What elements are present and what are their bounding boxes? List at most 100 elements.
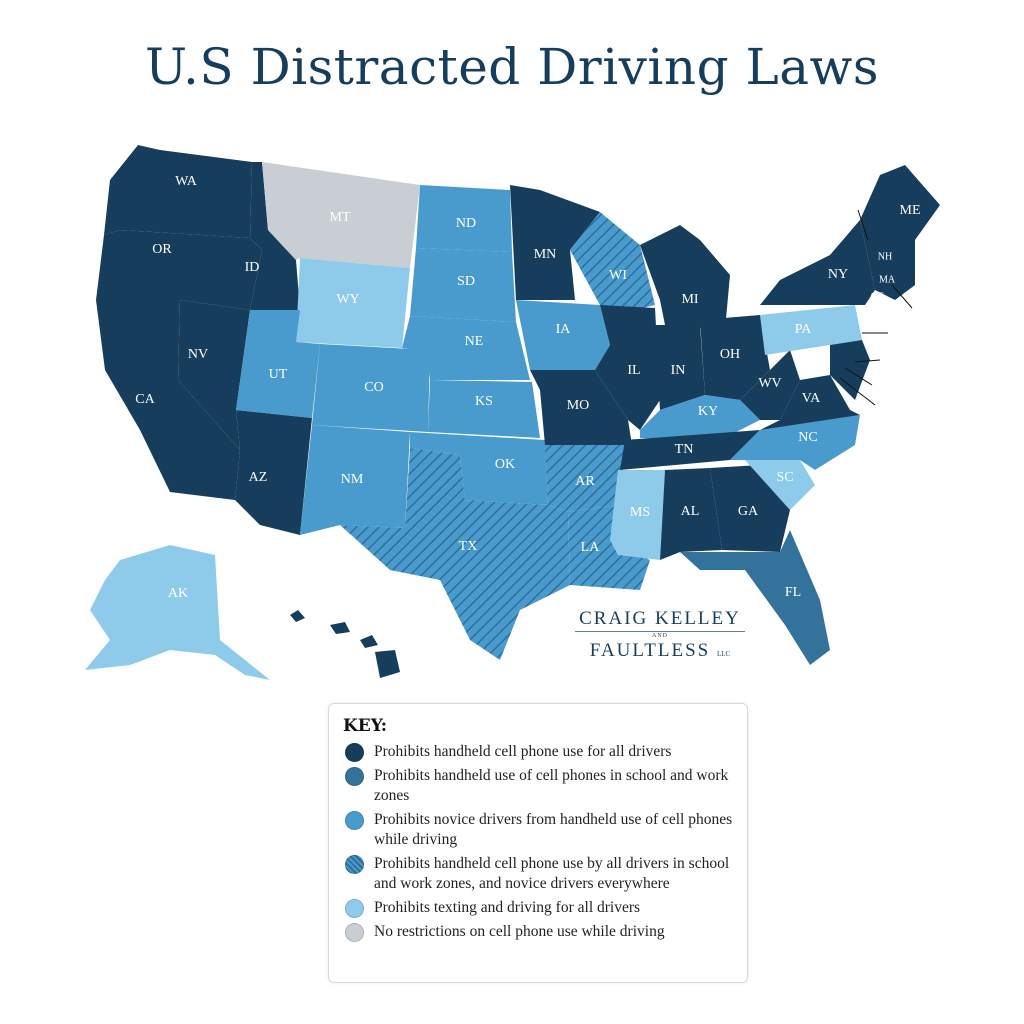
- legend-text: Prohibits texting and driving for all dr…: [374, 899, 641, 916]
- state-la[interactable]: [568, 505, 650, 590]
- legend-item: No restrictions on cell phone use while …: [343, 922, 733, 942]
- legend-item: Prohibits novice drivers from handheld u…: [343, 810, 733, 850]
- state-wv[interactable]: [740, 350, 800, 420]
- state-az[interactable]: [235, 410, 312, 535]
- label-nv: NV: [188, 347, 208, 362]
- state-mn[interactable]: [510, 185, 600, 300]
- legend-text: Prohibits handheld cell phone use for al…: [374, 743, 672, 760]
- state-ia[interactable]: [516, 300, 610, 370]
- label-nc: NC: [798, 430, 817, 445]
- state-sd[interactable]: [410, 248, 516, 322]
- state-ny[interactable]: [760, 220, 875, 305]
- brand-line2-text: FAULTLESS: [589, 640, 711, 661]
- legend-text: Prohibits novice drivers from handheld u…: [374, 811, 733, 848]
- label-nh: NH: [878, 251, 892, 262]
- state-ut[interactable]: [236, 310, 320, 418]
- brand-and: AND: [575, 631, 745, 639]
- label-sd: SD: [457, 274, 475, 289]
- state-nc[interactable]: [730, 415, 860, 470]
- label-ak: AK: [168, 586, 188, 601]
- state-oh[interactable]: [700, 315, 770, 400]
- label-co: CO: [364, 380, 383, 395]
- state-new-england[interactable]: [860, 165, 940, 300]
- state-ca[interactable]: [96, 300, 240, 500]
- state-ks[interactable]: [428, 380, 540, 438]
- state-nm[interactable]: [300, 425, 410, 535]
- label-va: VA: [802, 391, 821, 406]
- label-or: OR: [152, 242, 172, 257]
- label-la: LA: [581, 540, 601, 555]
- brand-line2: FAULTLESS LLC: [560, 640, 760, 662]
- state-wy[interactable]: [296, 258, 410, 348]
- legend-swatch: [345, 899, 364, 918]
- label-mn: MN: [534, 247, 557, 262]
- state-mt[interactable]: [262, 162, 420, 268]
- state-ak[interactable]: [85, 545, 270, 680]
- legend-swatch: [345, 743, 364, 762]
- legend-swatch: [345, 923, 364, 942]
- brand-logo: CRAIG KELLEY AND FAULTLESS LLC: [560, 608, 760, 662]
- state-mo[interactable]: [530, 370, 632, 445]
- state-ms[interactable]: [610, 470, 665, 560]
- label-ma: MA: [879, 274, 896, 285]
- state-nd[interactable]: [416, 185, 512, 252]
- state-hi[interactable]: [290, 610, 400, 678]
- label-tx: TX: [459, 539, 478, 554]
- state-nv[interactable]: [178, 300, 250, 450]
- legend-swatch: [345, 855, 364, 874]
- state-ar[interactable]: [545, 445, 625, 512]
- label-wy: WY: [336, 292, 359, 307]
- state-or[interactable]: [96, 230, 262, 310]
- label-az: AZ: [249, 470, 268, 485]
- label-ok: OK: [495, 457, 515, 472]
- label-sc: SC: [776, 470, 793, 485]
- label-ky: KY: [698, 404, 718, 419]
- label-tn: TN: [675, 442, 694, 457]
- label-mo: MO: [567, 398, 590, 413]
- legend-item: Prohibits texting and driving for all dr…: [343, 898, 733, 918]
- page-title: U.S Distracted Driving Laws: [144, 38, 879, 96]
- label-ia: IA: [556, 322, 572, 337]
- label-nm: NM: [341, 472, 364, 487]
- legend-items: Prohibits handheld cell phone use for al…: [343, 742, 733, 942]
- state-mi[interactable]: [640, 225, 730, 330]
- label-ny: NY: [828, 267, 848, 282]
- state-sc[interactable]: [745, 460, 815, 510]
- label-fl: FL: [785, 585, 801, 600]
- state-tn[interactable]: [620, 430, 760, 470]
- brand-llc: LLC: [716, 650, 731, 658]
- legend: KEY: Prohibits handheld cell phone use f…: [328, 703, 748, 983]
- label-mi: MI: [681, 292, 698, 307]
- state-md-de-nj[interactable]: [830, 340, 870, 400]
- state-id[interactable]: [250, 162, 300, 310]
- state-pa[interactable]: [760, 305, 862, 355]
- label-me: ME: [900, 203, 921, 218]
- label-ca: CA: [135, 392, 155, 407]
- state-in[interactable]: [655, 325, 705, 410]
- label-ga: GA: [738, 504, 759, 519]
- state-il[interactable]: [595, 305, 660, 430]
- state-tx[interactable]: [340, 448, 570, 660]
- state-wi[interactable]: [570, 212, 655, 315]
- label-pa: PA: [795, 322, 813, 337]
- legend-text: Prohibits handheld cell phone use by all…: [374, 855, 730, 892]
- label-wv: WV: [758, 376, 781, 391]
- label-ar: AR: [575, 474, 595, 489]
- legend-swatch: [345, 811, 364, 830]
- label-al: AL: [681, 504, 700, 519]
- label-nd: ND: [456, 216, 476, 231]
- label-il: IL: [627, 363, 640, 378]
- state-al[interactable]: [660, 468, 722, 560]
- legend-title: KEY:: [343, 716, 388, 736]
- state-va[interactable]: [760, 375, 860, 430]
- state-ky[interactable]: [640, 395, 760, 440]
- label-ut: UT: [269, 367, 288, 382]
- state-co[interactable]: [312, 344, 430, 432]
- legend-text: Prohibits handheld use of cell phones in…: [374, 767, 729, 804]
- state-ok[interactable]: [410, 432, 548, 505]
- label-wi: WI: [609, 268, 627, 283]
- state-fl[interactable]: [680, 530, 830, 665]
- state-ne[interactable]: [402, 316, 530, 380]
- state-wa[interactable]: [104, 145, 252, 238]
